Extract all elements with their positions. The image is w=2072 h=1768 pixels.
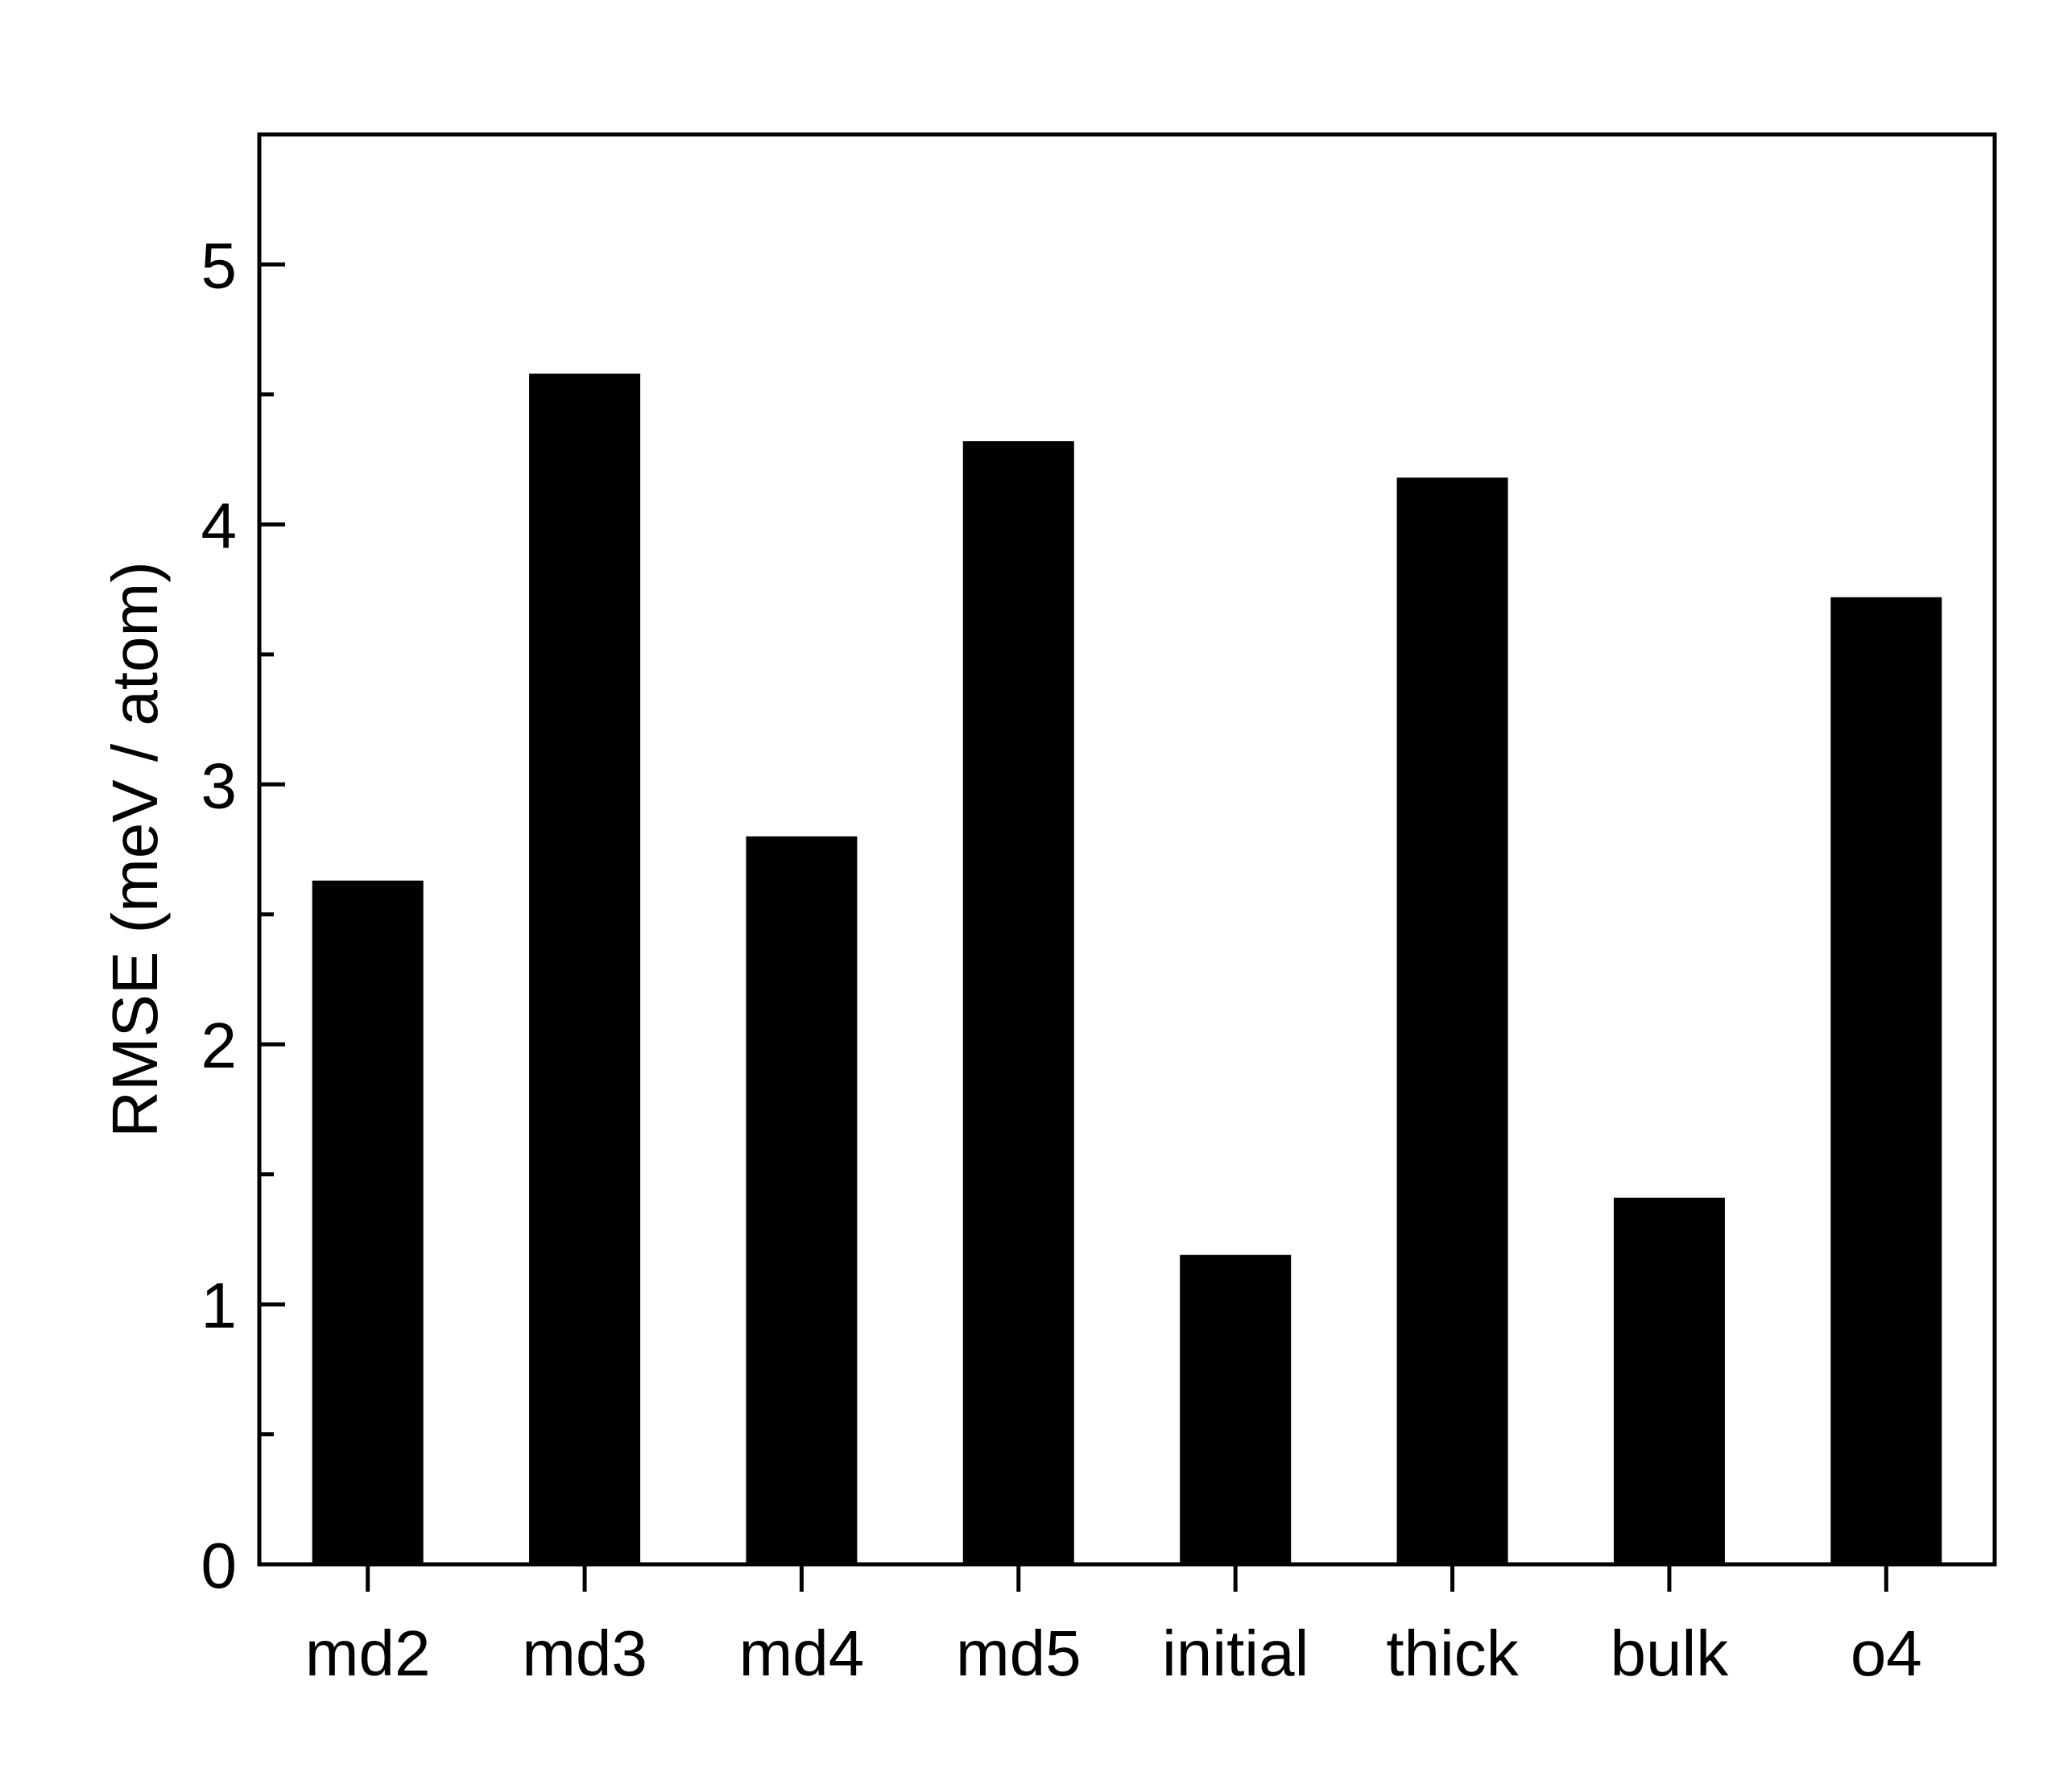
labels-layer: md2 md3 md4 md5 initial thick bulk o4 0 1 2 3 4 5: [201, 229, 1922, 1689]
y-tick-label-1: 1: [201, 1270, 238, 1341]
x-tick-label-o4: o4: [1851, 1617, 1922, 1689]
x-tick-label-thick: thick: [1386, 1617, 1519, 1689]
bar-md5: [962, 441, 1074, 1564]
x-tick-label-md4: md4: [739, 1617, 865, 1689]
x-tick-label-initial: initial: [1162, 1617, 1309, 1689]
bar-o4: [1830, 597, 1942, 1564]
x-tick-label-md5: md5: [956, 1617, 1081, 1689]
ticks-layer: [259, 262, 1888, 1592]
y-tick-label-4: 4: [201, 490, 238, 561]
plot-frame: [257, 132, 1997, 1567]
bar-initial: [1180, 1254, 1292, 1564]
bar-md3: [529, 374, 641, 1564]
y-tick-label-0: 0: [201, 1530, 238, 1601]
bar-md2: [312, 880, 424, 1564]
x-tick-label-bulk: bulk: [1611, 1617, 1730, 1689]
y-tick-label-3: 3: [201, 750, 238, 821]
bar-thick: [1396, 477, 1508, 1564]
bar-md4: [746, 836, 858, 1564]
x-tick-label-md3: md3: [522, 1617, 647, 1689]
y-axis-title: RMSE (meV / atom): [99, 561, 171, 1138]
y-tick-label-5: 5: [201, 229, 238, 301]
y-tick-label-2: 2: [201, 1010, 238, 1081]
bar-bulk: [1613, 1197, 1725, 1564]
bars-layer: [312, 374, 1942, 1564]
x-tick-label-md2: md2: [305, 1617, 431, 1689]
